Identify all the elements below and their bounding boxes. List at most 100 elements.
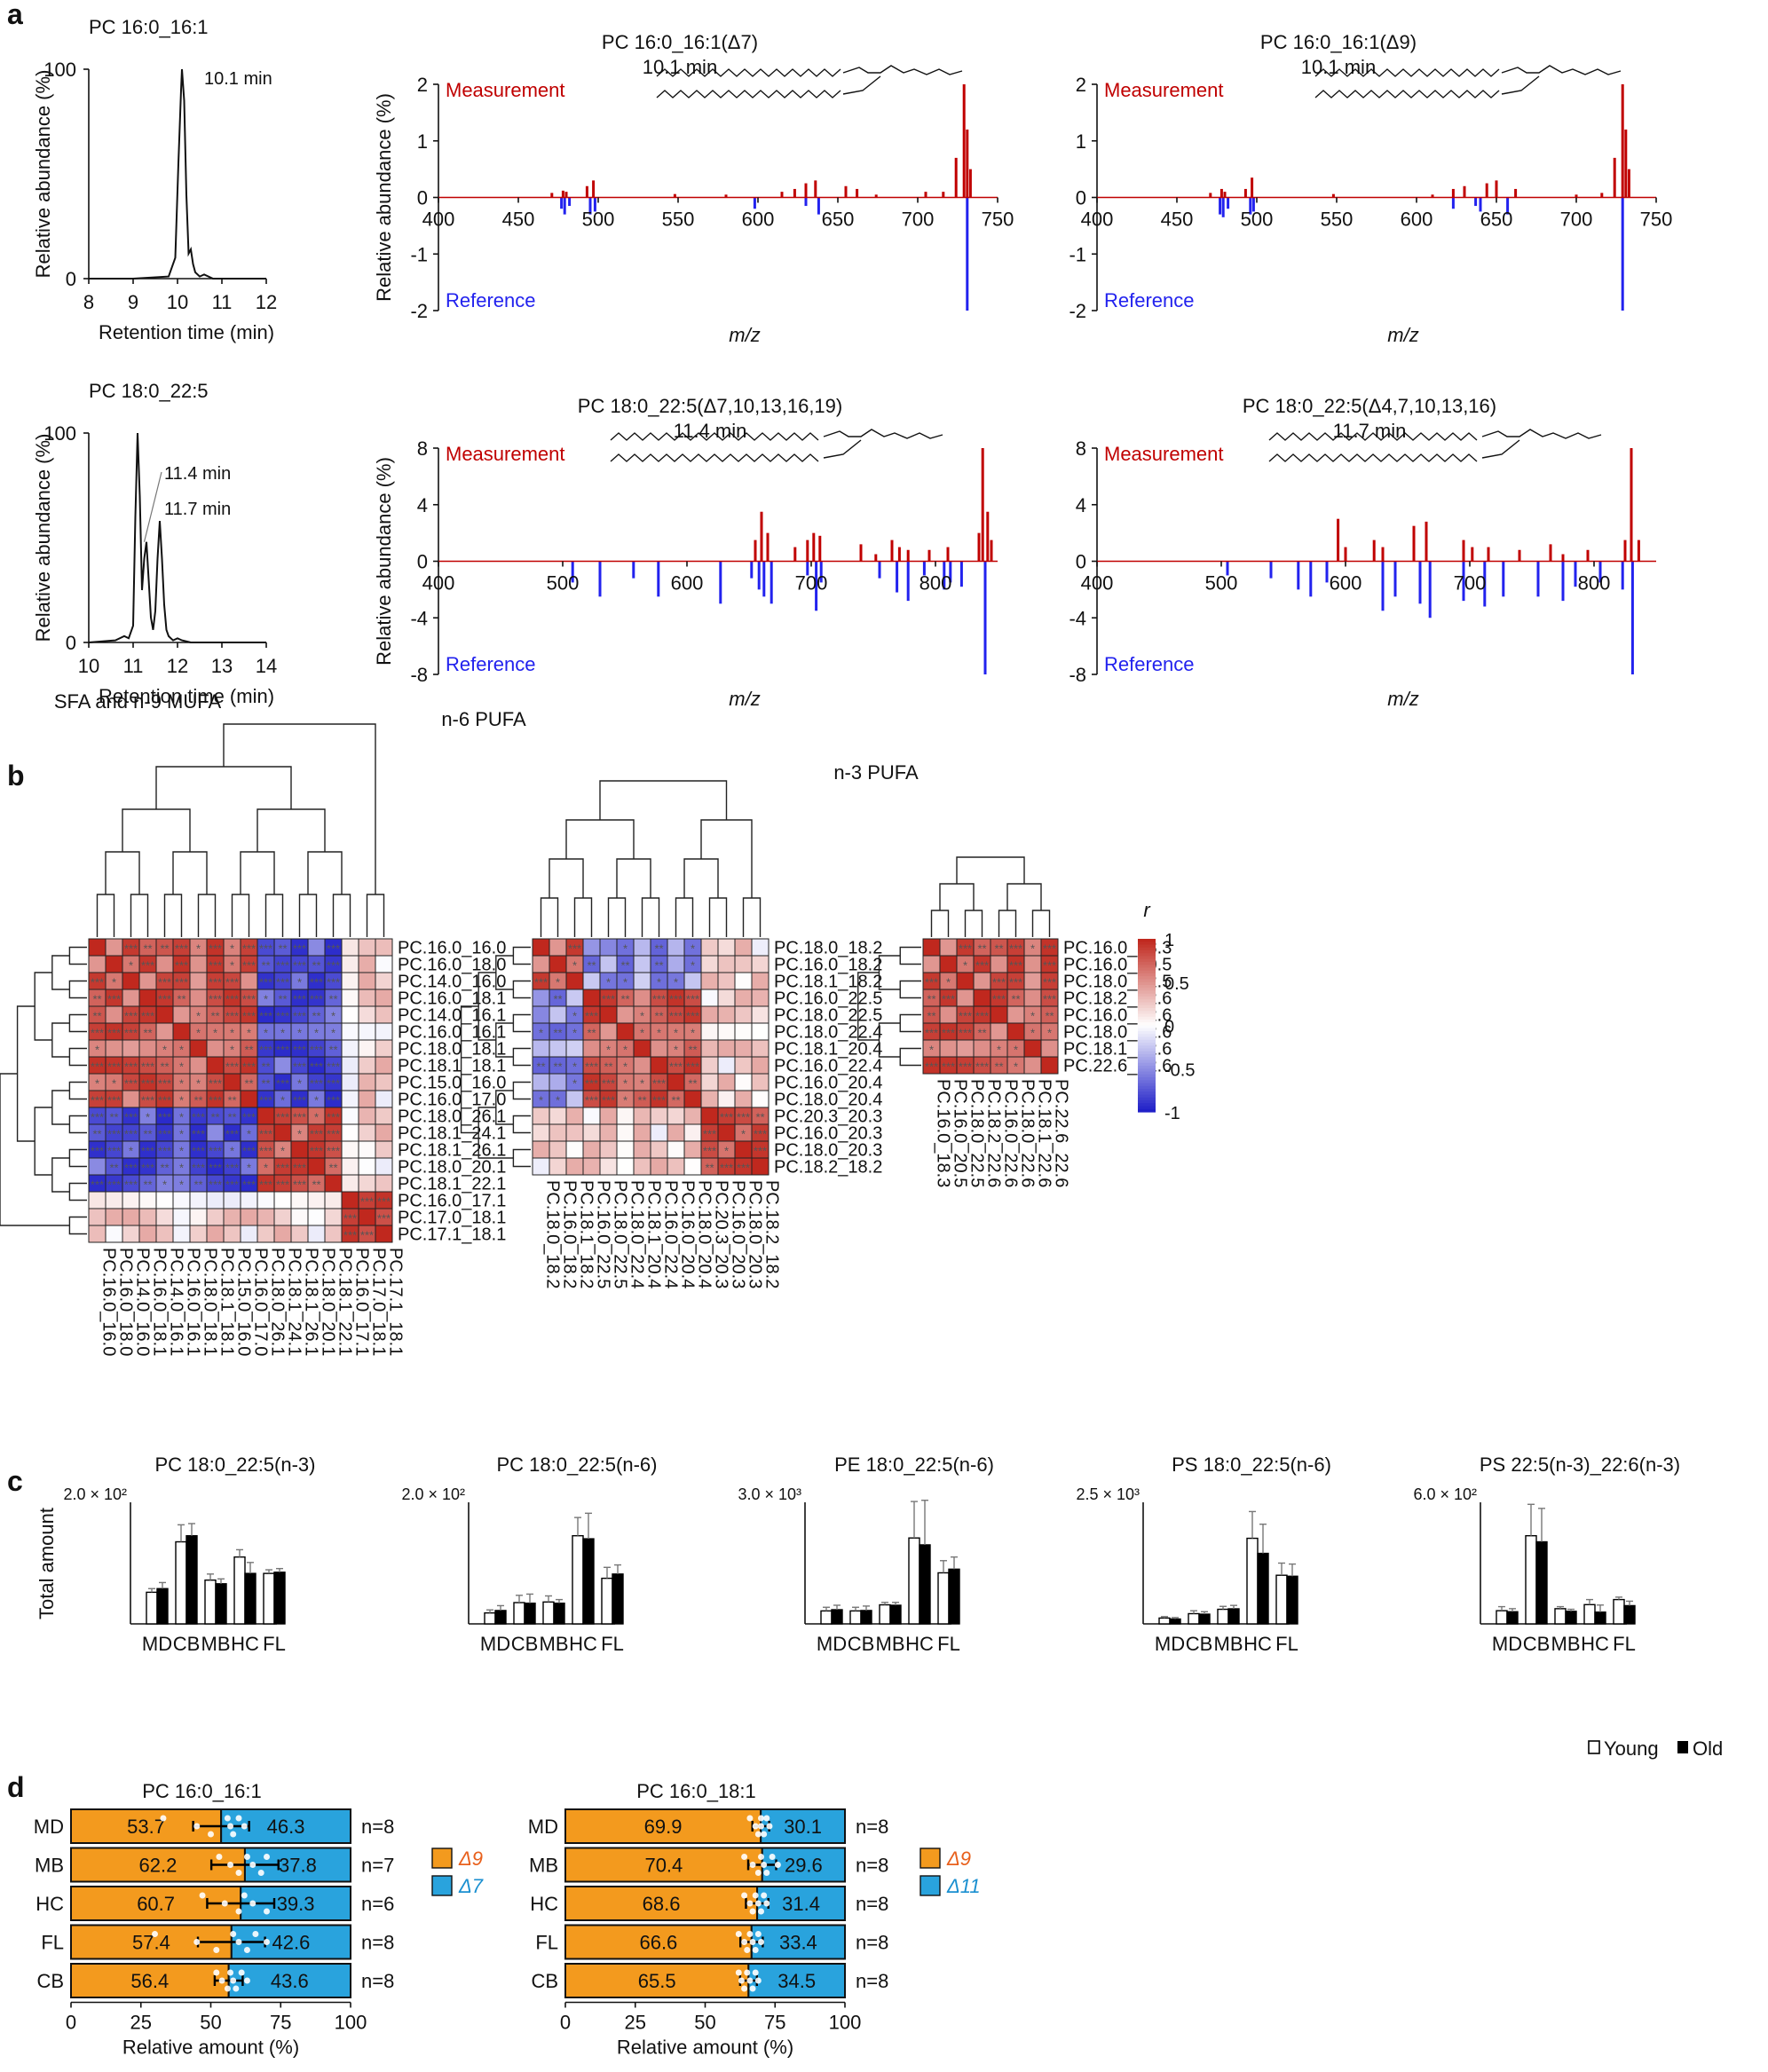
heatmap-cell	[582, 1123, 601, 1142]
column-label: PC.16.0_18.2	[560, 1180, 580, 1288]
x-tick-label: 25	[130, 2012, 152, 2034]
significance-mark: ***	[209, 1178, 222, 1192]
significance-mark: ***	[209, 1094, 222, 1107]
dendrogram-link	[231, 894, 250, 937]
data-point	[746, 1977, 754, 1984]
data-point	[758, 1908, 764, 1915]
heatmap-cell	[88, 938, 107, 957]
y-max-label: 3.0 × 10³	[738, 1485, 801, 1503]
column-label: PC.18.1_24.1	[285, 1248, 304, 1356]
significance-mark: **	[143, 942, 152, 956]
x-tick-label: 400	[422, 209, 455, 231]
significance-mark: ***	[259, 1044, 272, 1057]
dendrogram-link	[565, 819, 635, 859]
dendrogram-link	[257, 808, 326, 852]
significance-mark: ***	[925, 1060, 938, 1074]
data-point	[738, 1977, 745, 1984]
y-axis-label: Relative abundance (%)	[32, 434, 54, 642]
heatmap-cell	[105, 1039, 123, 1058]
data-point	[230, 1931, 237, 1937]
colorbar-label: r	[1143, 899, 1151, 921]
heatmap-cell	[734, 938, 753, 957]
heatmap-cell	[565, 989, 584, 1007]
significance-mark: ***	[327, 1111, 340, 1124]
dendrogram-link	[857, 972, 880, 1041]
data-point	[235, 1939, 242, 1945]
category-label: FL	[263, 1633, 286, 1655]
row-label: PC.16.0_16.0	[398, 939, 506, 958]
significance-mark: *	[146, 1111, 150, 1124]
significance-mark: ***	[975, 1060, 989, 1074]
legend-b-label: Δ11	[946, 1875, 981, 1897]
bar-chart-title: PC 18:0_22:5(n-6)	[497, 1454, 658, 1476]
heatmap-cell	[734, 972, 753, 990]
colorbar-swatch	[1138, 1045, 1156, 1050]
significance-mark: ***	[293, 1060, 306, 1074]
heatmap-cell	[532, 1107, 550, 1125]
significance-mark: ***	[703, 1145, 716, 1158]
x-tick-label: 400	[422, 572, 455, 595]
dendrogram-link	[68, 1216, 87, 1235]
colorbar-swatch	[1138, 1020, 1156, 1023]
significance-mark: *	[95, 1044, 99, 1057]
column-label: PC.16.0_22.5	[594, 1180, 613, 1288]
significance-mark: *	[572, 959, 577, 973]
y-tick-label: 2	[417, 74, 428, 96]
heatmap-cell	[172, 1191, 191, 1209]
significance-mark: ***	[225, 1060, 239, 1074]
significance-mark: ***	[652, 1094, 666, 1107]
category-label: FL	[1613, 1633, 1636, 1655]
significance-mark: ***	[259, 1178, 272, 1192]
heatmap-cell	[532, 1140, 550, 1159]
category-label: MB	[35, 1855, 64, 1877]
x-tick-label: 500	[1205, 572, 1238, 595]
dendrogram-link	[105, 851, 140, 894]
heatmap-cell	[751, 1056, 770, 1075]
data-point	[216, 1854, 223, 1860]
significance-mark: ***	[293, 993, 306, 1006]
bar-young	[175, 1540, 187, 1625]
significance-mark: ***	[1043, 976, 1056, 989]
dendrogram-link	[512, 1115, 531, 1134]
data-point	[763, 1870, 770, 1876]
heatmap-cell	[633, 1157, 651, 1176]
significance-mark: ***	[310, 1128, 323, 1141]
significance-mark: *	[691, 1027, 695, 1040]
significance-mark: ***	[192, 1128, 205, 1141]
spectrum-a6: PC 18:0_22:5(Δ4,7,10,13,16)11.7 min840-4…	[1069, 395, 1656, 710]
colorbar-swatch	[1138, 1011, 1156, 1015]
x-tick-label: 13	[211, 655, 233, 677]
significance-mark: ***	[585, 1060, 598, 1074]
significance-mark: *	[691, 942, 695, 956]
bar-old	[215, 1583, 227, 1625]
panel-label-d: d	[7, 1771, 25, 1803]
heatmap-cell	[990, 955, 1008, 973]
spectrum-title: PC 16:0_16:1(Δ9)	[1260, 31, 1417, 53]
heatmap-cell	[616, 1005, 635, 1024]
significance-mark: ***	[992, 976, 1006, 989]
column-label: PC.18.1_22.1	[335, 1248, 355, 1356]
significance-mark: **	[553, 1060, 562, 1074]
heatmap-cell	[189, 989, 208, 1007]
row-label: PC.18.0_18.2	[774, 939, 882, 958]
dendrogram-link	[512, 1148, 531, 1168]
row-label: PC.18.1_18.2	[774, 973, 882, 992]
category-label: MD	[817, 1633, 847, 1655]
heatmap-cell	[633, 1123, 651, 1142]
significance-mark: ***	[737, 1162, 750, 1175]
data-point	[741, 1939, 748, 1945]
significance-mark: ***	[327, 942, 340, 956]
y-tick-label: -4	[410, 607, 428, 629]
panel-label-a: a	[7, 0, 23, 30]
heatmap-cell	[206, 1191, 225, 1209]
dendrogram-link	[51, 955, 70, 990]
heatmap-cell	[358, 1107, 376, 1125]
significance-mark: **	[312, 959, 320, 973]
bar-chart-title: PS 18:0_22:5(n-6)	[1172, 1454, 1331, 1476]
bar-young	[484, 1611, 496, 1625]
significance-mark: *	[929, 1044, 934, 1057]
category-label: CB	[173, 1633, 201, 1655]
significance-mark: ***	[141, 1094, 154, 1107]
significance-mark: **	[143, 1178, 152, 1192]
column-label: PC.18.1_18.1	[217, 1248, 237, 1356]
